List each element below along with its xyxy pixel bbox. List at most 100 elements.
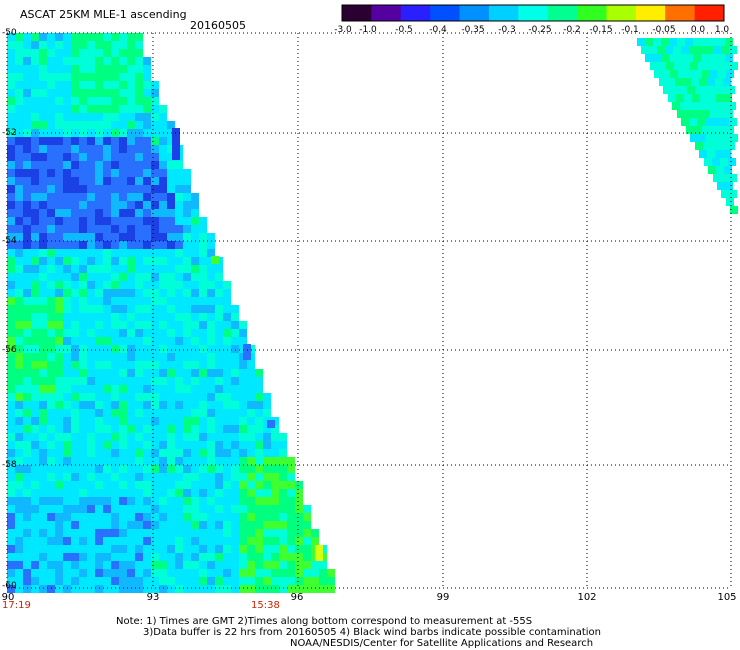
wind-cell xyxy=(191,289,199,297)
wind-cell xyxy=(303,545,311,553)
wind-cell xyxy=(223,449,231,457)
wind-cell xyxy=(79,161,87,169)
wind-cell xyxy=(191,241,199,249)
wind-cell xyxy=(103,65,111,73)
wind-cell xyxy=(71,505,79,513)
wind-cell xyxy=(701,54,709,62)
wind-cell xyxy=(191,425,199,433)
wind-cell xyxy=(79,89,87,97)
wind-cell xyxy=(151,521,159,529)
wind-cell xyxy=(15,273,23,281)
wind-cell xyxy=(151,225,159,233)
wind-cell xyxy=(7,465,15,473)
wind-cell xyxy=(95,257,103,265)
wind-cell xyxy=(271,553,279,561)
wind-cell xyxy=(119,529,127,537)
wind-cell xyxy=(267,420,275,428)
wind-cell xyxy=(31,113,39,121)
wind-cell xyxy=(119,513,127,521)
wind-cell xyxy=(39,537,47,545)
wind-cell xyxy=(207,489,215,497)
wind-cell xyxy=(79,529,87,537)
wind-cell xyxy=(111,521,119,529)
wind-cell xyxy=(111,241,119,249)
wind-cell xyxy=(95,65,103,73)
wind-cell xyxy=(7,169,15,177)
wind-cell xyxy=(255,513,263,521)
wind-cell xyxy=(159,361,167,369)
wind-cell xyxy=(103,553,111,561)
wind-cell xyxy=(23,345,31,353)
wind-cell xyxy=(143,521,151,529)
wind-cell xyxy=(159,185,167,193)
wind-cell xyxy=(199,233,207,241)
wind-cell xyxy=(23,193,31,201)
wind-cell xyxy=(87,545,95,553)
wind-cell xyxy=(15,497,23,505)
wind-cell xyxy=(151,345,159,353)
wind-cell xyxy=(15,321,23,329)
wind-cell xyxy=(111,497,119,505)
wind-cell xyxy=(111,41,119,49)
wind-cell xyxy=(135,369,143,377)
wind-cell xyxy=(31,289,39,297)
wind-cell xyxy=(31,145,39,153)
wind-cell xyxy=(713,118,721,126)
wind-cell xyxy=(31,329,39,337)
wind-cell xyxy=(95,161,103,169)
wind-cell xyxy=(87,137,95,145)
wind-cell xyxy=(183,585,191,593)
wind-cell xyxy=(207,297,215,305)
wind-cell xyxy=(71,353,79,361)
wind-cell xyxy=(712,102,720,110)
wind-cell xyxy=(271,545,279,553)
wind-cell xyxy=(263,561,271,569)
longitude-label: 102 xyxy=(577,592,597,603)
wind-cell xyxy=(111,577,119,585)
wind-cell xyxy=(87,177,95,185)
wind-cell xyxy=(199,441,207,449)
wind-cell xyxy=(199,377,207,385)
wind-cell xyxy=(191,233,199,241)
wind-cell xyxy=(87,89,95,97)
wind-cell xyxy=(63,209,71,217)
wind-cell xyxy=(159,569,167,577)
wind-cell xyxy=(199,553,207,561)
wind-cell xyxy=(167,329,175,337)
wind-cell xyxy=(79,473,87,481)
wind-cell xyxy=(207,473,215,481)
wind-cell xyxy=(159,113,167,121)
wind-cell xyxy=(730,62,738,70)
wind-cell xyxy=(79,425,87,433)
wind-cell xyxy=(63,265,71,273)
wind-cell xyxy=(7,449,15,457)
wind-cell xyxy=(135,361,143,369)
wind-cell xyxy=(143,481,151,489)
wind-cell xyxy=(231,337,239,345)
wind-cell xyxy=(7,353,15,361)
wind-cell xyxy=(95,361,103,369)
wind-cell xyxy=(87,305,95,313)
wind-cell xyxy=(87,513,95,521)
wind-cell xyxy=(111,545,119,553)
wind-cell xyxy=(159,465,167,473)
wind-cell xyxy=(55,185,63,193)
wind-cell xyxy=(95,577,103,585)
wind-cell xyxy=(7,57,15,65)
wind-cell xyxy=(143,505,151,513)
wind-cell xyxy=(303,521,311,529)
wind-cell xyxy=(151,121,159,129)
wind-cell xyxy=(87,473,95,481)
wind-cell xyxy=(111,49,119,57)
colorbar-segment xyxy=(488,5,519,21)
wind-cell xyxy=(87,337,95,345)
wind-cell xyxy=(127,377,135,385)
wind-cell xyxy=(63,577,71,585)
wind-cell xyxy=(7,177,15,185)
wind-cell xyxy=(95,97,103,105)
wind-cell xyxy=(55,177,63,185)
wind-cell xyxy=(79,185,87,193)
wind-cell xyxy=(103,97,111,105)
wind-cell xyxy=(47,425,55,433)
wind-cell xyxy=(223,497,231,505)
